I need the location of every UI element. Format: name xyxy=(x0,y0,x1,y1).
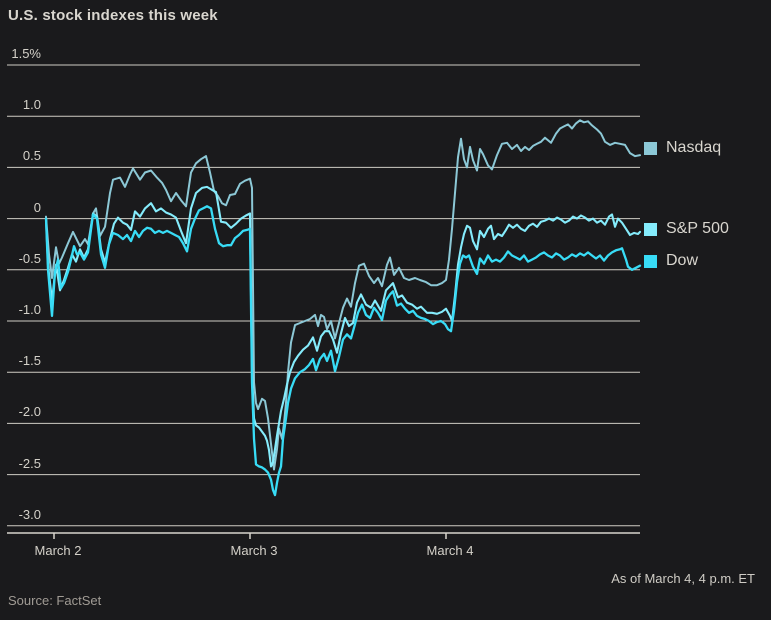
y-axis-label: -1.0 xyxy=(18,302,41,317)
sp500-line xyxy=(44,185,642,468)
y-axis-label: 1.5% xyxy=(11,46,41,61)
source-note: Source: FactSet xyxy=(8,593,102,608)
nasdaq-line xyxy=(45,119,641,471)
dow-line xyxy=(44,205,642,497)
y-axis-label: -2.5 xyxy=(18,455,41,471)
y-axis-label: -0.5 xyxy=(18,250,41,266)
x-axis-label: March 3 xyxy=(230,543,278,558)
legend-item-sp500: S&P 500 xyxy=(644,220,729,238)
nasdaq-swatch-icon xyxy=(644,141,657,155)
x-axis-label: March 4 xyxy=(426,543,474,558)
legend-item-dow: Dow xyxy=(644,252,698,270)
chart-title: U.S. stock indexes this week xyxy=(8,7,218,24)
x-axis-label: March 2 xyxy=(34,543,82,558)
as-of-note: As of March 4, 4 p.m. ET xyxy=(611,571,755,586)
legend-item-nasdaq: Nasdaq xyxy=(644,139,721,157)
sp500-swatch-icon xyxy=(644,222,657,236)
legend-label-dow: Dow xyxy=(666,252,699,269)
y-axis-label: -3.0 xyxy=(18,506,41,522)
legend-label-nasdaq: Nasdaq xyxy=(666,139,722,156)
y-axis-label: 0 xyxy=(33,199,41,215)
y-axis-label: -1.5 xyxy=(18,353,41,369)
y-axis-label: 0.5 xyxy=(22,148,41,164)
dow-swatch-icon xyxy=(644,254,657,268)
y-axis-label: -2.0 xyxy=(18,404,41,420)
legend-label-sp500: S&P 500 xyxy=(666,220,729,237)
y-axis-label: 1.0 xyxy=(22,97,41,113)
